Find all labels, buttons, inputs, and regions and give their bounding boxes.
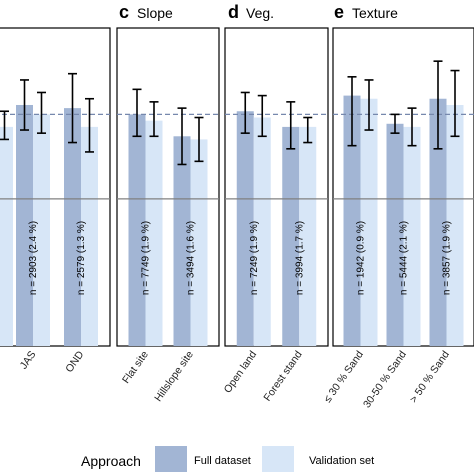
legend-label: Validation set	[309, 455, 374, 467]
category-tick-label: 30-50 % Sand	[361, 349, 409, 411]
bar-n-label: n = 7249 (1.9 %)	[249, 221, 260, 295]
category-tick-label: JAS	[18, 349, 39, 372]
legend-swatch	[262, 446, 294, 472]
bar-full-dataset	[386, 123, 404, 346]
panel-content: n = 1942 (0.9 %) n = 5444 (2.1 %) n = 3857…	[333, 60, 474, 346]
bar-n-label: n = 5444 (2.1 %)	[399, 221, 410, 295]
panel-title: Slope	[137, 5, 173, 21]
panel-content: n = 2903 (2.4 %) n = 2579 (1.3 %)	[0, 72, 110, 346]
bar-n-label: n = 7749 (1.9 %)	[141, 221, 152, 295]
panel-frame	[116, 27, 220, 347]
bar-n-label: n = 3494 (1.6 %)	[186, 221, 197, 295]
bar-full-dataset	[343, 95, 361, 346]
panel-content: n = 7749 (1.9 %) n = 3494 (1.6 %)	[117, 88, 219, 346]
legend-swatch	[155, 446, 187, 472]
bar-validation-set	[0, 126, 13, 346]
bar-full-dataset	[64, 108, 81, 346]
bar-n-label: n = 2579 (1.3 %)	[76, 221, 87, 295]
chart-panels: n = 2903 (2.4 %) n = 2579 (1.3 %) JAS OND c S…	[0, 2, 474, 410]
category-tick-label: Flat site	[120, 349, 151, 386]
panel-letter: d	[228, 2, 239, 22]
panel-title: Texture	[352, 5, 398, 21]
bar-full-dataset	[128, 114, 146, 346]
bar-n-label: n = 2903 (2.4 %)	[28, 221, 39, 295]
bar-validation-set	[299, 126, 317, 346]
panel-frame	[0, 27, 111, 347]
legend-label: Full dataset	[194, 455, 251, 467]
legend-title: Approach	[81, 453, 141, 469]
bar-validation-set	[190, 139, 208, 346]
category-tick-label: Open land	[222, 349, 260, 396]
bar-full-dataset	[282, 126, 300, 346]
panel-frame	[224, 27, 329, 347]
panel-title: Veg.	[246, 5, 274, 21]
bar-validation-set	[403, 126, 421, 346]
panel-c: c Slope n = 7749 (1.9 %) n = 3494 (1.6 %) Fl…	[116, 2, 220, 404]
bar-full-dataset	[16, 104, 33, 346]
category-tick-label: OND	[63, 349, 86, 375]
panel-a: n = 2903 (2.4 %) n = 2579 (1.3 %) JAS OND	[0, 27, 111, 375]
bar-full-dataset	[173, 136, 191, 346]
bar-validation-set	[81, 126, 98, 346]
panel-content: n = 7249 (1.9 %) n = 3994 (1.7 %)	[225, 91, 328, 346]
category-tick-label: > 50 % Sand	[407, 349, 452, 406]
bar-validation-set	[33, 114, 50, 346]
bar-full-dataset	[236, 111, 254, 346]
bar-validation-set	[446, 104, 464, 346]
bar-validation-set	[253, 117, 271, 346]
category-tick-label: Hillslope site	[152, 349, 196, 404]
bar-validation-set	[145, 120, 163, 346]
panel-e: e Texture n = 1942 (0.9 %) n = 5444 (2.1 %)…	[322, 2, 474, 410]
bar-validation-set	[360, 98, 378, 346]
category-tick-label: ≤ 30 % Sand	[322, 349, 366, 405]
category-tick-label: Forest stand	[261, 349, 304, 404]
panel-letter: e	[334, 2, 344, 22]
bar-full-dataset	[429, 98, 447, 346]
bar-n-label: n = 3994 (1.7 %)	[294, 221, 305, 295]
bar-n-label: n = 1942 (0.9 %)	[356, 221, 367, 295]
bar-n-label: n = 3857 (1.9 %)	[442, 221, 453, 295]
chart-legend: Approach Full dataset Validation set	[81, 446, 374, 472]
panel-letter: c	[119, 2, 129, 22]
panel-d: d Veg. n = 7249 (1.9 %) n = 3994 (1.7 %) Ope…	[222, 2, 329, 404]
